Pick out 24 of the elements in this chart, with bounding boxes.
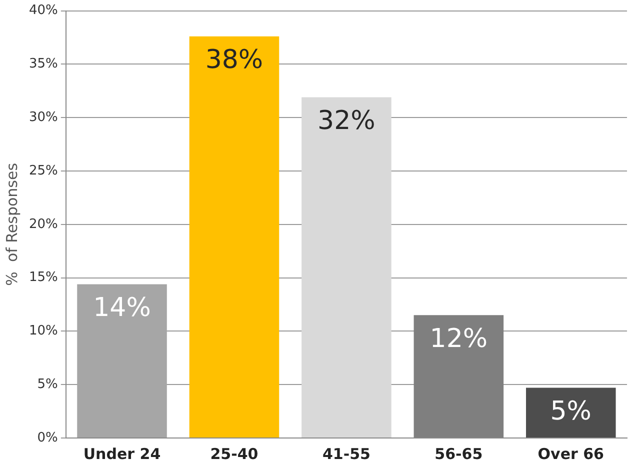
y-tick-label: 20% [28,216,58,232]
bar [189,36,280,438]
x-tick-label: 56-65 [434,444,483,463]
x-tick-label: 25-40 [210,444,258,463]
y-axis-title: % of Responses [2,162,21,286]
y-tick-label: 15% [28,270,58,286]
x-tick-label: Under 24 [83,444,161,463]
data-label: 14% [93,292,151,323]
y-tick-label: 40% [28,3,58,18]
bar [526,388,616,438]
y-tick-label: 25% [28,163,58,178]
data-label: 12% [430,324,488,354]
y-tick-label: 35% [28,56,58,72]
bar [302,97,392,438]
x-tick-label: Over 66 [538,444,604,463]
y-tick-label: 5% [37,376,58,392]
y-tick-label: 0% [37,430,58,446]
data-label: 38% [205,45,264,76]
bar [77,284,167,438]
x-tick-label: 41-55 [322,444,370,463]
data-label: 5% [550,396,592,426]
data-label: 32% [318,106,376,136]
y-tick-label: 30% [28,110,58,125]
y-tick-label: 10% [28,324,58,339]
